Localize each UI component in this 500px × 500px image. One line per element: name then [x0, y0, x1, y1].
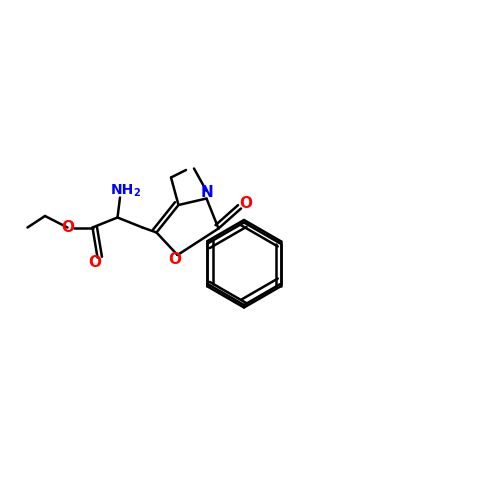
Text: O: O [88, 255, 102, 270]
Text: NH: NH [111, 183, 134, 197]
Text: 2: 2 [133, 188, 140, 198]
Text: O: O [240, 196, 252, 211]
Text: O: O [61, 220, 74, 235]
Text: N: N [200, 185, 213, 200]
Text: O: O [168, 252, 181, 266]
